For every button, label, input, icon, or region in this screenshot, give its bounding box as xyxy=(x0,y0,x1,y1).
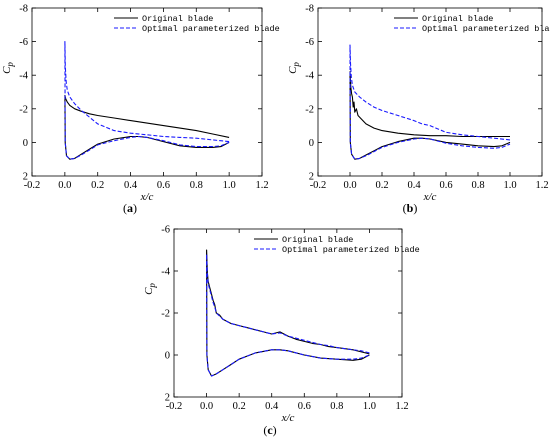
x-tick-label: 0.2 xyxy=(233,401,246,412)
x-tick-label: -0.2 xyxy=(310,180,327,191)
x-tick-label: 0.0 xyxy=(58,180,71,191)
y-axis-label-subscript: p xyxy=(147,283,157,289)
y-axis-label-subscript: p xyxy=(291,62,301,68)
x-tick-label: 1.0 xyxy=(363,401,376,412)
x-tick-label: 1.2 xyxy=(395,401,408,412)
y-axis-label-subscript: p xyxy=(5,62,15,68)
series-line-original-blade xyxy=(206,249,370,377)
x-tick-label: 0.4 xyxy=(124,180,138,191)
y-axis-label: Cp xyxy=(287,62,301,74)
legend-label: Optimal parameterized blade xyxy=(422,24,550,34)
x-tick-label: -0.2 xyxy=(166,401,183,412)
y-tick-label: 2 xyxy=(23,172,28,183)
chart-panel-b: -0.2 0.0 0.2 0.4 0.6 0.8 1.0 1.2 -8 -6 -4 -2 0 2 x/c Cp… xyxy=(287,4,550,216)
series-line-optimal-blade xyxy=(349,44,511,160)
x-tick-label: 0.2 xyxy=(375,180,388,191)
x-axis-label: x/c xyxy=(140,191,154,203)
y-tick-label: -8 xyxy=(305,4,314,15)
x-tick-label: 0.8 xyxy=(471,180,484,191)
y-tick-label: 2 xyxy=(165,393,170,404)
y-tick-label: -2 xyxy=(305,104,314,115)
x-tick-label: 0.2 xyxy=(91,180,104,191)
legend-label: Original blade xyxy=(282,235,353,245)
x-tick-label: 0.8 xyxy=(190,180,203,191)
y-tick-label: 0 xyxy=(165,351,170,362)
y-tick-label: -6 xyxy=(19,37,28,48)
x-tick-label: 0.0 xyxy=(200,401,213,412)
y-tick-label: -4 xyxy=(19,71,28,82)
x-tick-label: 0.4 xyxy=(407,180,421,191)
x-tick-label: 0.8 xyxy=(330,401,343,412)
x-tick-label: 1.2 xyxy=(255,180,268,191)
chart-panel-a: -0.2 0.0 0.2 0.4 0.6 0.8 1.0 1.2 -8 -6 -4 -2 0 2 x/c Cp… xyxy=(1,4,280,216)
legend-label: Original blade xyxy=(142,14,213,24)
y-tick-label: 0 xyxy=(23,138,28,149)
y-tick-label: -2 xyxy=(161,309,170,320)
y-tick-label: -6 xyxy=(161,225,170,236)
x-tick-label: 0.6 xyxy=(157,180,170,191)
x-tick-label: 0.4 xyxy=(265,401,279,412)
panel-label: (c) xyxy=(263,423,276,437)
series-line-optimal-blade xyxy=(206,253,370,377)
y-tick-label: -2 xyxy=(19,104,28,115)
series-line-original-blade xyxy=(64,94,230,160)
plot-frame xyxy=(31,7,263,177)
series-line-optimal-blade xyxy=(64,41,230,160)
y-tick-label: -8 xyxy=(19,4,28,15)
panel-label: (b) xyxy=(403,201,418,215)
y-tick-label: -6 xyxy=(305,37,314,48)
y-axis-label: Cp xyxy=(1,62,15,74)
x-tick-label: 0.0 xyxy=(343,180,356,191)
x-tick-label: 1.0 xyxy=(223,180,236,191)
panel-label: (a) xyxy=(123,201,137,215)
chart-panel-c: -0.2 0.0 0.2 0.4 0.6 0.8 1.0 1.2 -6 -4 -2 0 2 x/c Cp Or… xyxy=(143,225,420,438)
x-tick-label: 0.6 xyxy=(298,401,311,412)
y-tick-label: -4 xyxy=(161,267,170,278)
x-tick-label: -0.2 xyxy=(24,180,41,191)
series-line-original-blade xyxy=(349,71,511,160)
y-tick-label: -4 xyxy=(305,71,314,82)
x-tick-label: 1.0 xyxy=(503,180,516,191)
x-axis-label: x/c xyxy=(423,191,437,203)
plot-frame xyxy=(317,7,543,177)
x-axis-label: x/c xyxy=(281,412,295,424)
y-tick-label: 2 xyxy=(309,172,314,183)
legend-label: Optimal parameterized blade xyxy=(142,24,280,34)
x-tick-label: 1.2 xyxy=(535,180,548,191)
x-tick-label: 0.6 xyxy=(439,180,452,191)
legend-label: Original blade xyxy=(422,14,493,24)
legend-label: Optimal parameterized blade xyxy=(282,245,420,255)
y-tick-label: 0 xyxy=(309,138,314,149)
y-axis-label: Cp xyxy=(143,283,157,295)
